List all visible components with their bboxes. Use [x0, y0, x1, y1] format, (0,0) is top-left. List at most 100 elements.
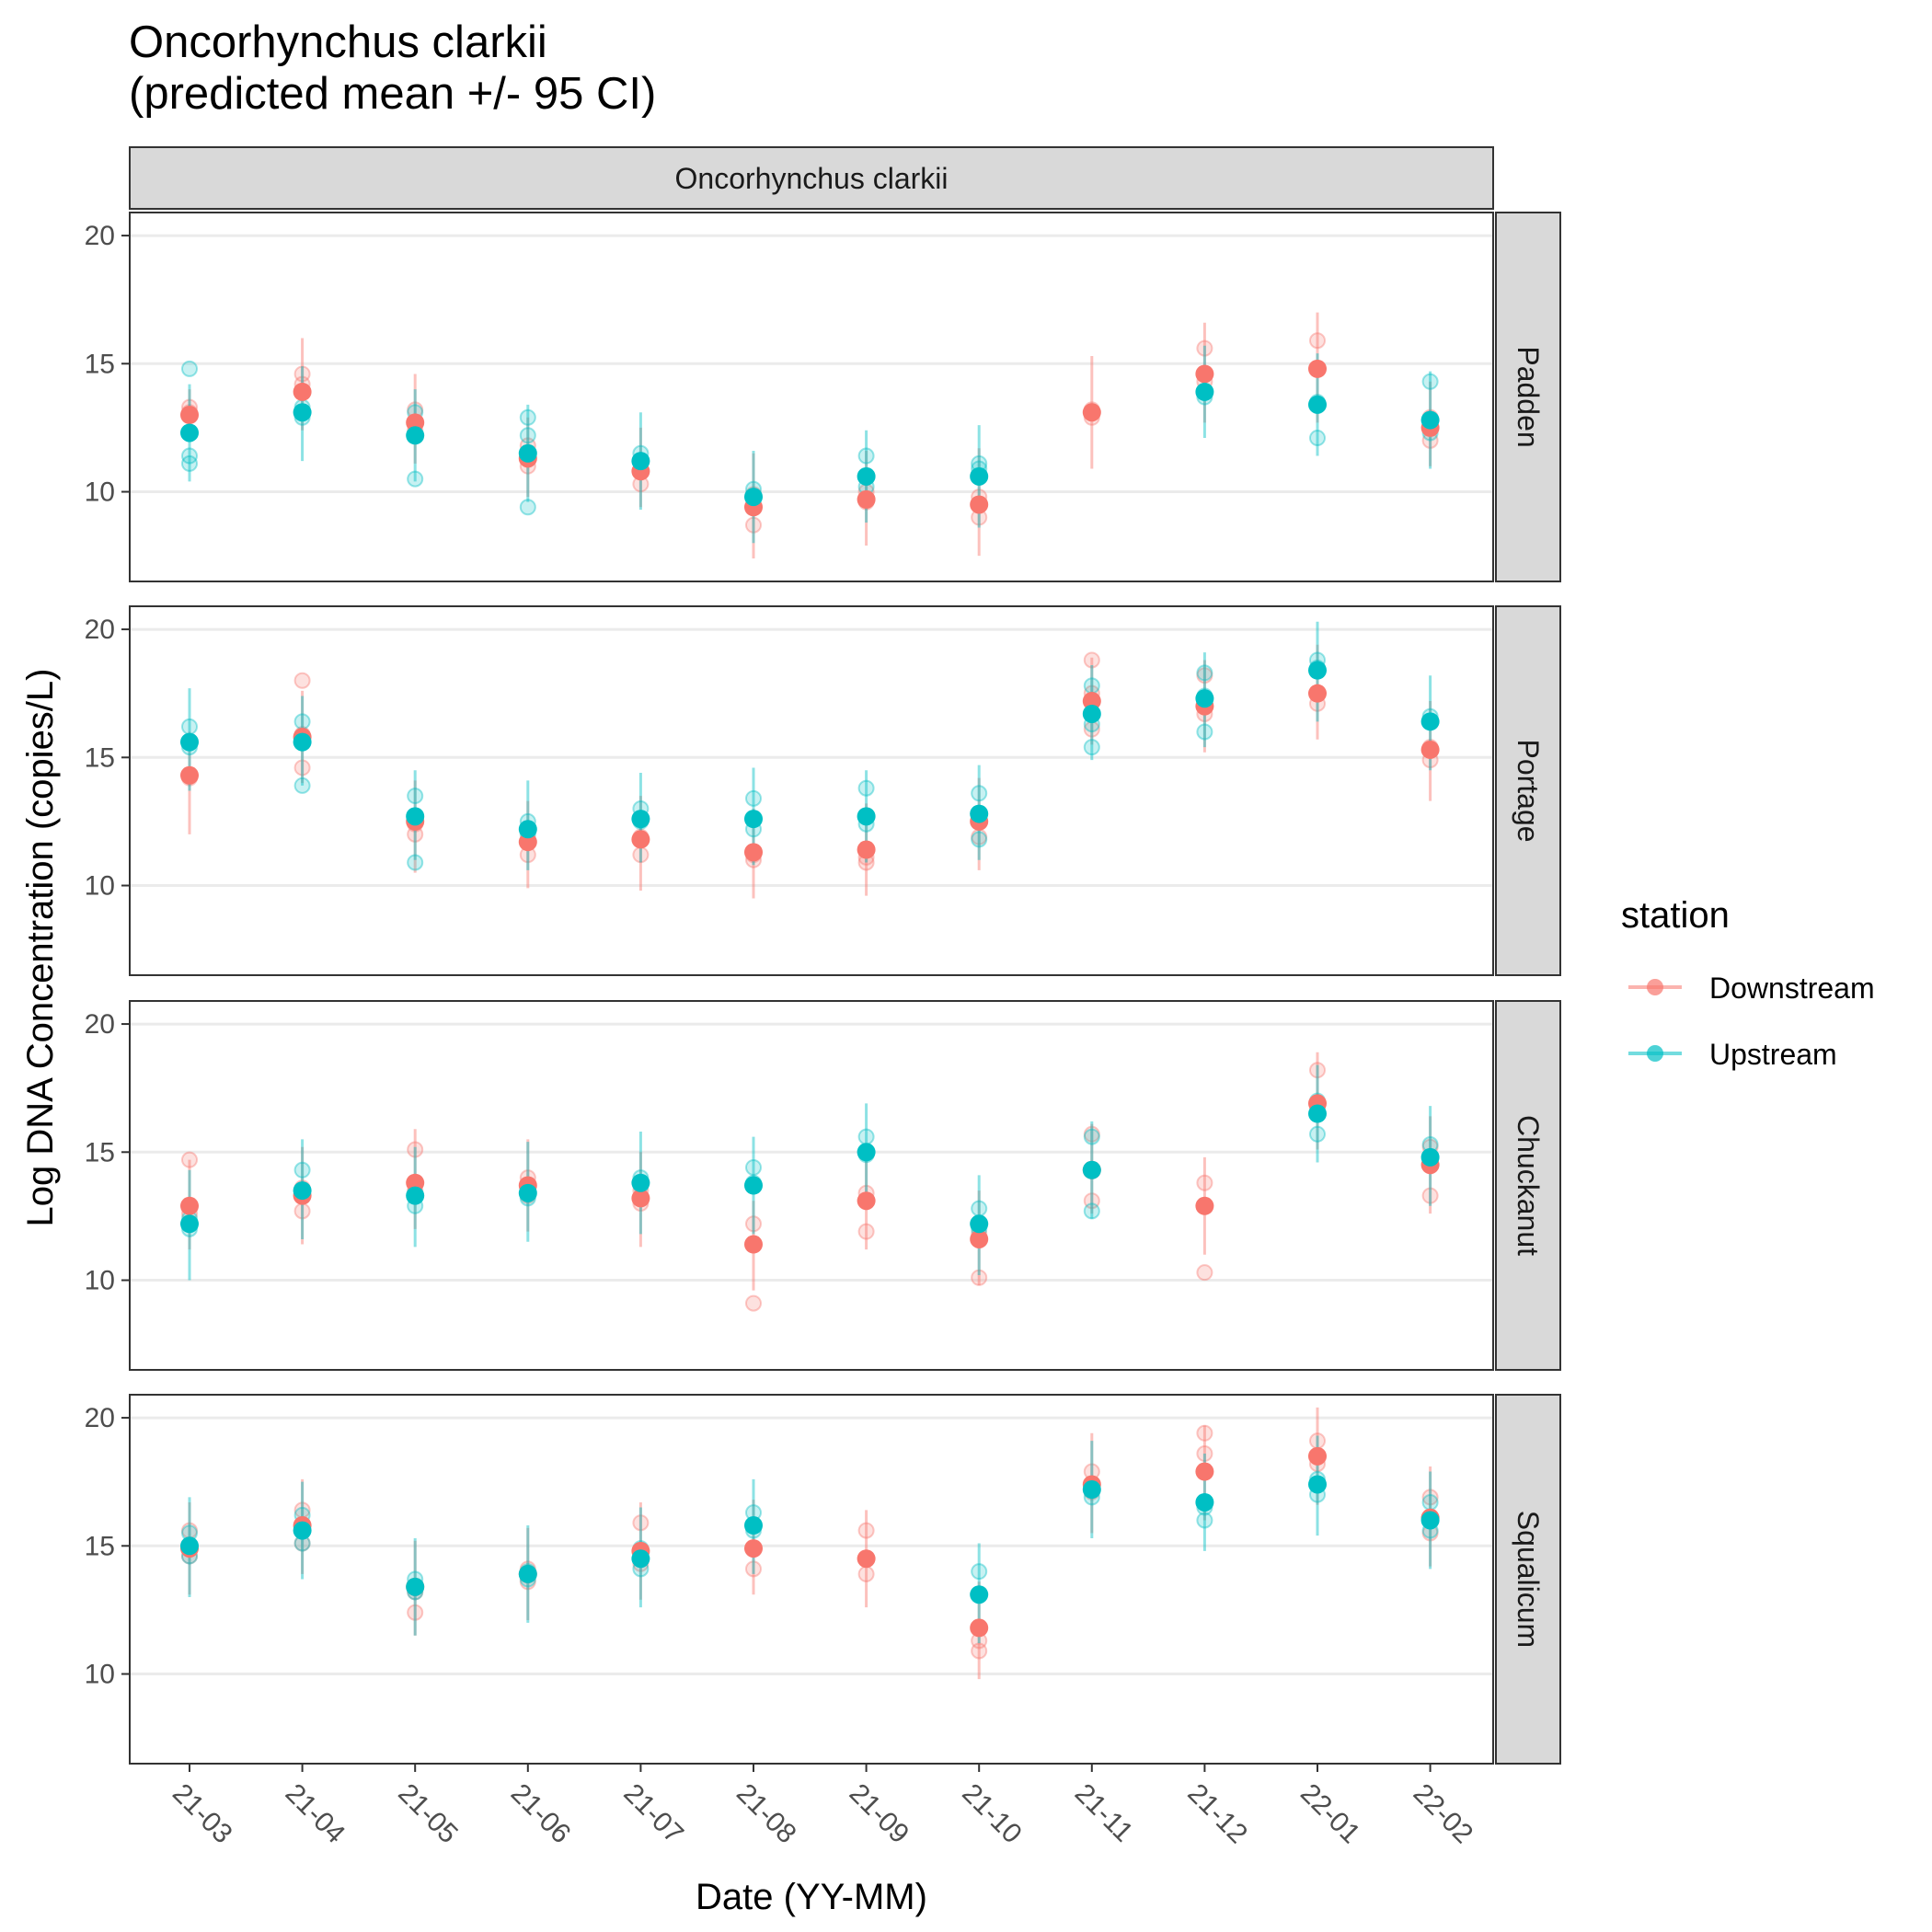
replicate-point-upstream-padden: [181, 447, 198, 465]
replicate-point-downstream-squalicum: [1196, 1445, 1213, 1463]
row-strip-label-padden: Padden: [1512, 346, 1545, 447]
y-tick-label: 20: [85, 221, 115, 251]
mean-point-upstream-chuckanut: [1082, 1160, 1101, 1179]
y-tick-label: 10: [85, 871, 115, 902]
legend: station Downstream Upstream: [1621, 895, 1875, 1071]
replicate-point-downstream-squalicum: [857, 1522, 875, 1539]
row-strip: [1495, 1394, 1561, 1765]
y-tick-label: 15: [85, 349, 115, 379]
replicate-point-downstream-chuckanut: [407, 1141, 424, 1158]
y-tick-label: 10: [85, 1266, 115, 1296]
replicate-point-upstream-chuckanut: [1083, 1202, 1100, 1220]
replicate-point-downstream-squalicum: [632, 1514, 650, 1532]
replicate-point-upstream-padden: [519, 499, 536, 516]
y-tick-label: 20: [85, 1009, 115, 1040]
mean-point-upstream-padden: [744, 488, 763, 507]
mean-point-upstream-padden: [180, 423, 199, 443]
legend-key-upstream: [1628, 1045, 1682, 1062]
mean-point-downstream-portage: [1420, 740, 1440, 759]
row-strip: [1495, 1000, 1561, 1371]
mean-point-downstream-chuckanut: [744, 1235, 763, 1254]
column-strip-label: Oncorhynchus clarkii: [675, 162, 949, 195]
mean-point-upstream-padden: [857, 466, 876, 486]
replicate-point-downstream-padden: [1309, 332, 1326, 350]
mean-point-upstream-squalicum: [631, 1549, 650, 1569]
mean-point-upstream-portage: [631, 810, 650, 829]
mean-point-upstream-chuckanut: [1420, 1147, 1440, 1167]
mean-point-downstream-chuckanut: [970, 1229, 989, 1248]
replicate-point-upstream-chuckanut: [745, 1159, 762, 1177]
panel-border: [129, 605, 1494, 976]
mean-point-downstream-padden: [180, 405, 199, 424]
mean-point-upstream-chuckanut: [857, 1143, 876, 1162]
replicate-point-upstream-squalicum: [971, 1563, 988, 1581]
y-tick-label: 15: [85, 1531, 115, 1561]
replicate-point-downstream-squalicum: [1421, 1489, 1439, 1506]
mean-point-downstream-squalicum: [1195, 1462, 1214, 1481]
replicate-point-upstream-portage: [1196, 664, 1213, 682]
chart-subtitle: (predicted mean +/- 95 CI): [129, 69, 656, 119]
mean-point-upstream-padden: [1195, 382, 1214, 401]
mean-point-upstream-squalicum: [970, 1585, 989, 1604]
replicate-point-downstream-chuckanut: [1196, 1174, 1213, 1191]
mean-point-upstream-squalicum: [180, 1536, 199, 1556]
mean-point-upstream-squalicum: [1420, 1511, 1440, 1530]
mean-point-downstream-portage: [857, 840, 876, 859]
panel-chuckanut: 10 15 20 Chuckanut: [85, 1000, 1561, 1371]
replicate-point-downstream-chuckanut: [1083, 1125, 1100, 1143]
mean-point-upstream-squalicum: [1082, 1480, 1101, 1500]
replicate-point-downstream-portage: [293, 672, 311, 689]
replicate-point-downstream-squalicum: [407, 1604, 424, 1621]
replicate-point-upstream-portage: [293, 713, 311, 730]
mean-point-downstream-chuckanut: [1195, 1196, 1214, 1215]
mean-point-downstream-portage: [631, 830, 650, 849]
replicate-point-upstream-padden: [519, 427, 536, 444]
mean-point-upstream-squalicum: [518, 1564, 537, 1583]
replicate-point-upstream-padden: [181, 360, 198, 377]
mean-point-downstream-chuckanut: [406, 1173, 425, 1192]
legend-label-upstream: Upstream: [1709, 1038, 1837, 1071]
mean-point-upstream-portage: [518, 820, 537, 839]
replicate-point-downstream-portage: [1196, 667, 1213, 684]
row-strip-label-portage: Portage: [1512, 739, 1545, 842]
replicate-point-upstream-chuckanut: [1309, 1125, 1326, 1143]
replicate-point-upstream-portage: [1196, 723, 1213, 741]
row-strip: [1495, 605, 1561, 976]
mean-point-upstream-padden: [970, 466, 989, 486]
replicate-point-upstream-padden: [407, 470, 424, 488]
mean-point-downstream-chuckanut: [631, 1189, 650, 1208]
mean-point-downstream-portage: [518, 833, 537, 852]
mean-point-downstream-padden: [970, 495, 989, 514]
replicate-point-upstream-squalicum: [1196, 1512, 1213, 1529]
mean-point-upstream-portage: [1082, 704, 1101, 723]
replicate-point-upstream-portage: [1083, 677, 1100, 695]
replicate-point-downstream-chuckanut: [1196, 1264, 1213, 1282]
panel-squalicum: 10 15 20 Squalicum: [85, 1394, 1561, 1765]
replicate-point-upstream-portage: [971, 785, 988, 802]
replicate-point-downstream-squalicum: [971, 1642, 988, 1660]
y-tick-label: 10: [85, 1660, 115, 1690]
mean-point-downstream-padden: [1308, 359, 1327, 378]
mean-point-downstream-padden: [857, 489, 876, 509]
replicate-point-upstream-portage: [745, 789, 762, 807]
panel-border: [129, 1394, 1494, 1765]
replicate-point-downstream-chuckanut: [181, 1151, 198, 1168]
mean-point-downstream-squalicum: [744, 1539, 763, 1558]
mean-point-upstream-padden: [1308, 395, 1327, 414]
mean-point-upstream-squalicum: [406, 1577, 425, 1596]
row-strip-label-squalicum: Squalicum: [1512, 1511, 1545, 1648]
x-axis-title: Date (YY-MM): [696, 1877, 927, 1917]
legend-title: station: [1621, 895, 1730, 936]
mean-point-downstream-squalicum: [970, 1618, 989, 1638]
replicate-point-upstream-portage: [181, 718, 198, 735]
replicate-point-upstream-padden: [181, 454, 198, 472]
chart-title: Oncorhynchus clarkii: [129, 17, 547, 67]
replicate-point-downstream-chuckanut: [1083, 1192, 1100, 1210]
replicate-point-downstream-portage: [293, 759, 311, 776]
mean-point-downstream-padden: [1082, 403, 1101, 422]
panel-padden: 10 15 20 Padden: [85, 212, 1561, 582]
mean-point-upstream-padden: [293, 403, 312, 422]
replicate-point-downstream-chuckanut: [971, 1269, 988, 1286]
mean-point-downstream-portage: [180, 765, 199, 785]
y-tick-label: 10: [85, 477, 115, 508]
